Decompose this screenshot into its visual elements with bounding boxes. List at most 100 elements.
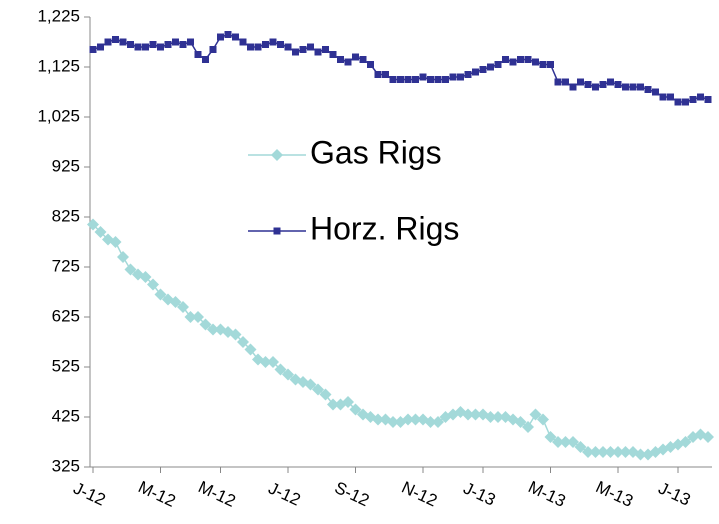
- square-marker: [382, 71, 389, 78]
- y-tick-label: 1,125: [37, 56, 80, 75]
- diamond-marker: [432, 416, 444, 428]
- square-marker: [352, 53, 359, 61]
- diamond-marker: [267, 356, 279, 368]
- diamond-marker: [574, 441, 587, 453]
- diamond-marker: [702, 431, 714, 443]
- square-marker: [464, 71, 472, 78]
- x-tick-label: M-13: [593, 477, 636, 511]
- diamond-marker: [582, 446, 594, 458]
- square-marker: [269, 38, 277, 46]
- diamond-marker: [139, 271, 152, 283]
- diamond-marker: [567, 436, 579, 448]
- square-marker: [262, 41, 269, 48]
- y-tick-label: 1,025: [37, 106, 80, 125]
- diamond-marker: [237, 336, 249, 348]
- diamond-marker: [207, 323, 219, 336]
- square-marker: [539, 61, 547, 68]
- square-marker: [299, 46, 307, 53]
- diamond-marker: [87, 218, 99, 231]
- square-marker: [367, 61, 374, 68]
- diamond-marker: [597, 446, 609, 458]
- square-marker: [322, 46, 329, 53]
- diamond-marker: [229, 328, 242, 341]
- square-marker: [419, 73, 427, 81]
- diamond-marker: [387, 416, 399, 428]
- square-marker: [344, 58, 352, 66]
- square-marker: [524, 56, 532, 63]
- square-marker: [502, 56, 509, 63]
- diamond-marker: [94, 226, 107, 238]
- square-marker: [599, 81, 607, 88]
- square-marker: [209, 46, 217, 53]
- x-tick-label: J-12: [265, 478, 303, 509]
- square-marker: [569, 83, 577, 91]
- square-marker: [202, 56, 209, 63]
- diamond-marker: [679, 436, 692, 448]
- diamond-marker: [319, 388, 332, 401]
- square-marker: [509, 58, 517, 66]
- diamond-marker: [117, 251, 129, 263]
- square-marker: [547, 61, 554, 68]
- square-marker: [652, 88, 659, 96]
- diamond-marker: [312, 383, 324, 396]
- square-marker: [494, 61, 502, 68]
- x-tick-label: S-12: [332, 478, 373, 510]
- square-marker: [412, 76, 419, 83]
- square-marker: [187, 38, 194, 46]
- square-marker: [104, 38, 112, 46]
- diamond-marker: [522, 421, 534, 433]
- square-marker: [532, 58, 539, 66]
- diamond-marker: [192, 311, 204, 323]
- square-marker: [217, 33, 224, 41]
- square-marker: [554, 78, 562, 86]
- diamond-marker: [349, 403, 362, 416]
- y-tick-label: 425: [52, 406, 80, 425]
- square-marker: [434, 76, 442, 83]
- diamond-marker: [529, 408, 542, 421]
- square-marker: [689, 96, 697, 103]
- diamond-marker: [282, 368, 294, 381]
- diamond-marker: [604, 446, 617, 458]
- diamond-marker: [304, 378, 317, 391]
- diamond-marker: [244, 343, 257, 356]
- square-marker: [562, 78, 569, 86]
- x-tick-label: N-12: [399, 478, 440, 511]
- square-marker: [224, 31, 232, 38]
- diamond-marker: [514, 416, 527, 428]
- diamond-marker: [109, 236, 122, 248]
- square-marker: [517, 56, 524, 63]
- y-tick-label: 1,225: [37, 6, 80, 25]
- diamond-marker: [612, 446, 624, 458]
- square-marker: [374, 71, 382, 78]
- square-marker: [697, 93, 704, 101]
- x-tick-label: M-13: [525, 477, 568, 511]
- square-marker: [172, 38, 179, 46]
- square-marker: [284, 43, 292, 51]
- square-marker: [292, 48, 299, 56]
- square-marker: [389, 76, 397, 83]
- square-marker: [704, 96, 712, 103]
- diamond-marker: [552, 436, 564, 448]
- square-marker: [674, 98, 682, 106]
- square-marker: [329, 51, 337, 58]
- diamond-marker: [589, 446, 602, 458]
- y-tick-label: 525: [52, 356, 80, 375]
- square-marker: [442, 76, 449, 83]
- square-marker: [472, 68, 479, 76]
- y-tick-label: 925: [52, 156, 80, 175]
- square-marker: [637, 83, 644, 91]
- x-tick-label: M-12: [195, 477, 238, 511]
- diamond-marker: [469, 408, 482, 421]
- square-marker: [682, 98, 689, 106]
- square-marker: [149, 41, 157, 48]
- square-marker: [622, 83, 629, 91]
- diamond-marker: [177, 301, 189, 313]
- x-tick-label: J-12: [70, 478, 108, 509]
- diamond-marker: [462, 408, 474, 421]
- y-tick-label: 325: [52, 456, 80, 475]
- diamond-marker: [147, 278, 159, 291]
- square-marker: [667, 93, 674, 101]
- diamond-marker: [342, 396, 354, 408]
- x-tick-label: J-13: [460, 478, 498, 509]
